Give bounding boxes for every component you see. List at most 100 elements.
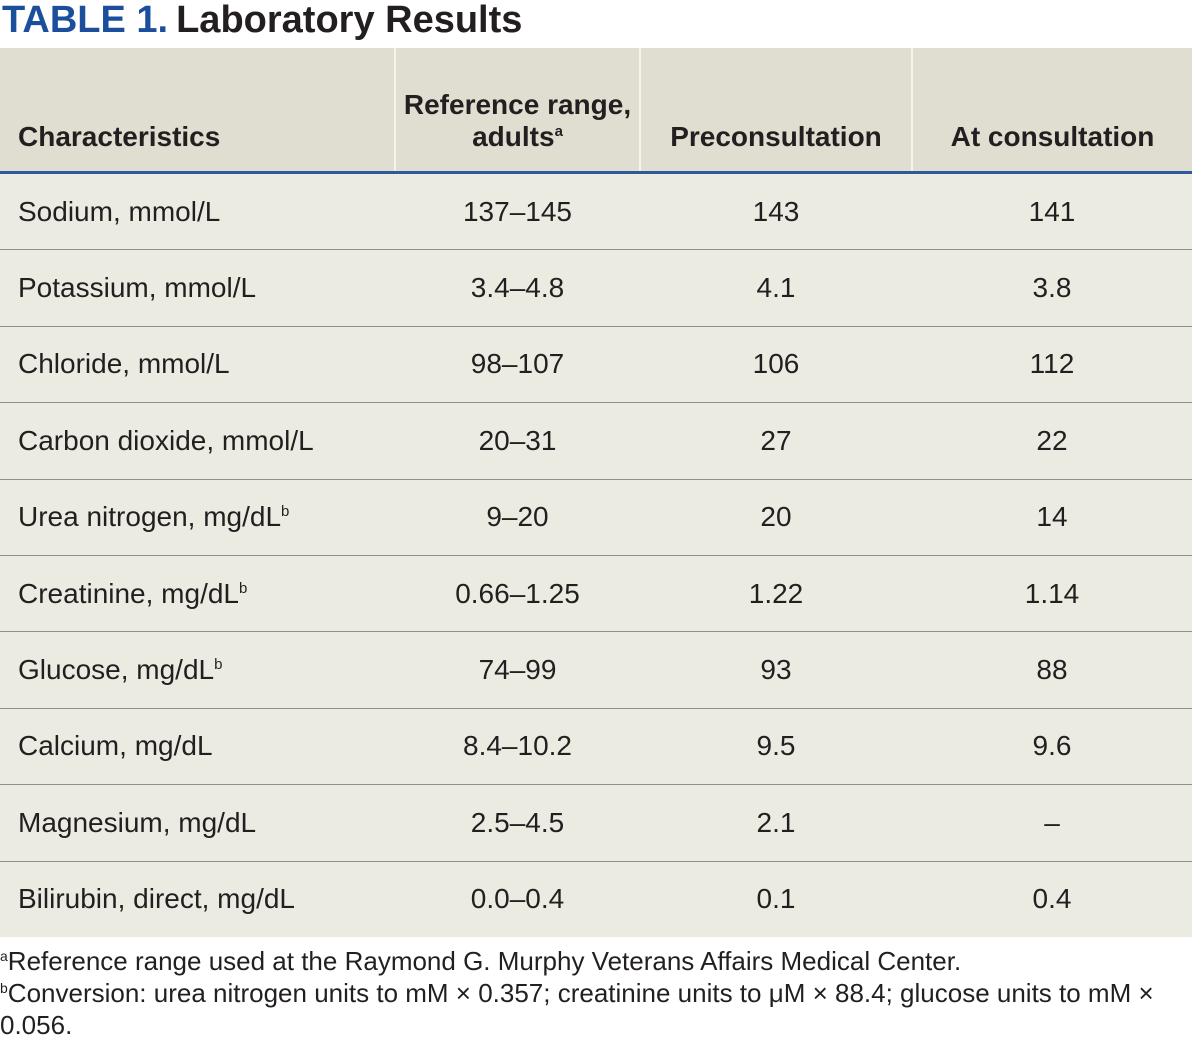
table-cell: Sodium, mmol/L: [0, 173, 395, 250]
table-cell-text: 9–20: [486, 501, 549, 533]
table-cell-text: 8.4–10.2: [463, 730, 572, 762]
superscript: a: [554, 123, 563, 140]
table-row: Bilirubin, direct, mg/dL 0.0–0.4 0.1 0.4: [0, 860, 1192, 937]
table-cell: 3.4–4.8: [395, 249, 640, 327]
footnote-mark: b: [0, 979, 8, 996]
table-cell: 20–31: [395, 402, 640, 480]
footnote-text: Reference range used at the Raymond G. M…: [7, 945, 962, 976]
table-cell-text: 27: [760, 424, 792, 456]
table-label: TABLE 1.: [2, 0, 169, 41]
table-cell: 4.1: [640, 249, 912, 327]
table-cell-text: Urea nitrogen, mg/dL: [18, 501, 282, 533]
header-cell: Preconsultation: [639, 48, 912, 174]
table-cell: Chloride, mmol/L: [0, 325, 395, 403]
table-cell: 2.5–4.5: [395, 784, 640, 862]
table-cell: 1.22: [640, 554, 912, 632]
table-cell: 74–99: [395, 631, 640, 709]
table-cell: 22: [912, 402, 1192, 480]
table-cell-text: Chloride, mmol/L: [18, 348, 230, 380]
table-cell-text: 0.4: [1032, 883, 1072, 915]
table-cell-text: 20: [760, 501, 792, 533]
table-cell-text: 3.8: [1032, 272, 1072, 304]
table-cell: 143: [640, 173, 912, 250]
table-cell-text: 98–107: [470, 348, 565, 380]
table-row: Creatinine, mg/dLb 0.66–1.25 1.22 1.14: [0, 554, 1192, 632]
table-cell: Potassium, mmol/L: [0, 249, 395, 327]
table-cell: Glucose, mg/dLb: [0, 631, 395, 709]
table-row: Urea nitrogen, mg/dLb 9–20 20 14: [0, 478, 1192, 556]
table-cell: 0.4: [912, 860, 1192, 937]
table-row: Potassium, mmol/L 3.4–4.8 4.1 3.8: [0, 249, 1192, 327]
table-cell: 93: [640, 631, 912, 709]
table-cell-text: –: [1044, 806, 1060, 838]
table-cell-text: Glucose, mg/dL: [18, 654, 215, 686]
table-cell: 141: [912, 173, 1192, 250]
header-cell: Characteristics: [0, 48, 395, 174]
table-cell-text: 1.14: [1024, 577, 1080, 609]
table-cell-text: 2.5–4.5: [470, 806, 565, 838]
table-row: Sodium, mmol/L 137–145 143 141: [0, 173, 1192, 250]
header-cell-text: Preconsultation: [670, 121, 882, 152]
table-cell: 0.1: [640, 860, 912, 937]
table-cell-text: 88: [1036, 654, 1068, 686]
footnotes: aReference range used at the Raymond G. …: [0, 937, 1200, 1041]
table-cell: 8.4–10.2: [395, 707, 640, 785]
table-cell-text: Magnesium, mg/dL: [18, 806, 257, 838]
table-cell-text: 106: [752, 348, 800, 380]
table-row: Calcium, mg/dL 8.4–10.2 9.5 9.6: [0, 707, 1192, 785]
header-cell-text: Reference range, adults: [403, 89, 632, 152]
superscript: b: [281, 503, 290, 521]
table-cell-text: 3.4–4.8: [470, 272, 565, 304]
table-cell: 3.8: [912, 249, 1192, 327]
table-cell-text: 0.66–1.25: [455, 577, 580, 609]
table-cell: Calcium, mg/dL: [0, 707, 395, 785]
table-row: Carbon dioxide, mmol/L 20–31 27 22: [0, 402, 1192, 480]
header-cell-text: At consultation: [950, 121, 1155, 152]
table-cell-text: 4.1: [756, 272, 796, 304]
superscript: b: [214, 656, 223, 674]
table-row: Chloride, mmol/L 98–107 106 112: [0, 325, 1192, 403]
table-cell-text: 2.1: [756, 806, 796, 838]
table-cell: –: [912, 784, 1192, 862]
table-cell-text: 74–99: [478, 654, 557, 686]
table-cell: Carbon dioxide, mmol/L: [0, 402, 395, 480]
footnote-text: Conversion: urea nitrogen units to mM × …: [0, 977, 1154, 1040]
table-row: Glucose, mg/dLb 74–99 93 88: [0, 631, 1192, 709]
table-cell-text: 9.6: [1032, 730, 1072, 762]
table-cell-text: Sodium, mmol/L: [18, 195, 221, 227]
table-cell-text: 137–145: [462, 195, 572, 227]
table-cell: Magnesium, mg/dL: [0, 784, 395, 862]
table-cell: 112: [912, 325, 1192, 403]
table-cell: 0.66–1.25: [395, 554, 640, 632]
table-cell-text: 14: [1036, 501, 1068, 533]
table-cell: 0.0–0.4: [395, 860, 640, 937]
table-cell-text: 141: [1028, 195, 1076, 227]
table-cell-text: 20–31: [478, 424, 557, 456]
footnote-mark: a: [0, 947, 8, 964]
table-cell: Urea nitrogen, mg/dLb: [0, 478, 395, 556]
header-cell: Reference range, adultsa: [394, 48, 640, 174]
table-caption: Laboratory Results: [176, 0, 523, 41]
table-cell-text: Bilirubin, direct, mg/dL: [18, 883, 296, 915]
table-cell-text: 9.5: [756, 730, 796, 762]
header-cell: At consultation: [911, 48, 1192, 174]
table-cell: 9.5: [640, 707, 912, 785]
table-cell: 27: [640, 402, 912, 480]
table-header: Characteristics Reference range, adultsa P…: [0, 48, 1192, 174]
table-cell: 1.14: [912, 554, 1192, 632]
table-cell: 9.6: [912, 707, 1192, 785]
data-table: Characteristics Reference range, adultsa P…: [0, 48, 1192, 937]
table-cell: 14: [912, 478, 1192, 556]
table-cell-text: Carbon dioxide, mmol/L: [18, 424, 314, 456]
footnote: bConversion: urea nitrogen units to mM ×…: [0, 977, 1200, 1041]
footnote: aReference range used at the Raymond G. …: [0, 945, 1200, 977]
table-row: Magnesium, mg/dL 2.5–4.5 2.1 –: [0, 784, 1192, 862]
table-cell-text: Calcium, mg/dL: [18, 730, 213, 762]
header-row: Characteristics Reference range, adultsa P…: [0, 48, 1192, 174]
table-cell-text: Creatinine, mg/dL: [18, 577, 240, 609]
table-cell: Creatinine, mg/dLb: [0, 554, 395, 632]
table-cell: 2.1: [640, 784, 912, 862]
table-cell: 137–145: [395, 173, 640, 250]
table-cell: 20: [640, 478, 912, 556]
